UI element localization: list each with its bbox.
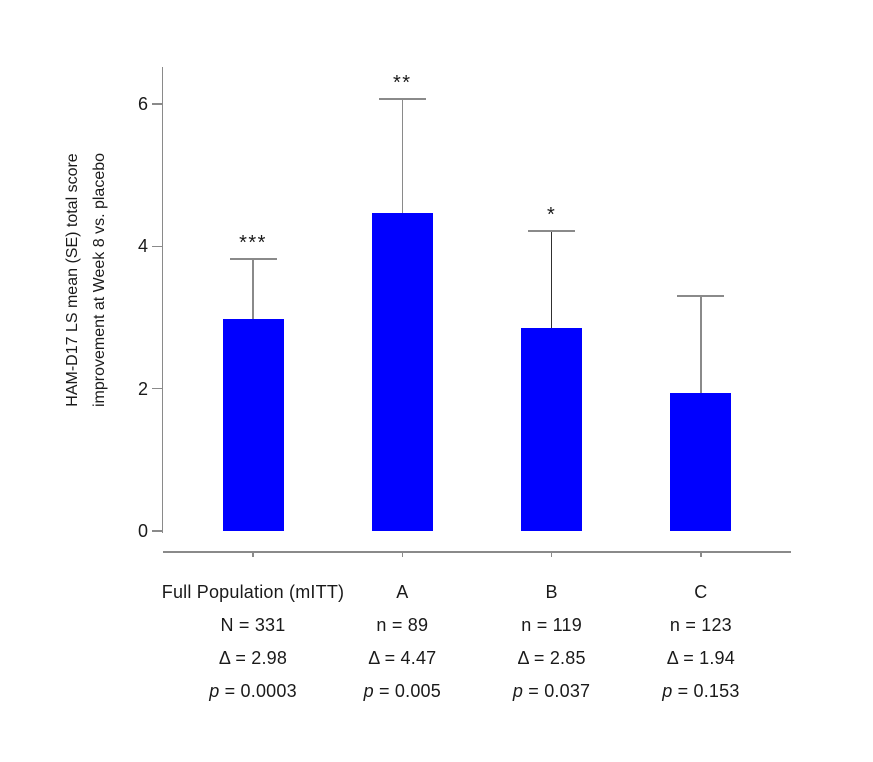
significance-stars-a: ** bbox=[393, 71, 412, 94]
y-tick-0 bbox=[151, 530, 162, 532]
x-tick-b bbox=[550, 552, 553, 557]
error-bar-line-a bbox=[401, 98, 404, 213]
y-tick-label-4: 4 bbox=[137, 236, 148, 257]
y-tick-label-0: 0 bbox=[137, 521, 148, 541]
delta-label-full-population-mitt: Δ = 2.98 bbox=[218, 648, 288, 668]
delta-label-b: Δ = 2.85 bbox=[517, 648, 586, 668]
delta-label-c: Δ = 1.94 bbox=[666, 648, 735, 668]
group-label-full-population-mitt: Full Population (mITT) bbox=[161, 582, 345, 602]
p-symbol-c: p bbox=[662, 681, 673, 701]
p-symbol-full-population-mitt: p bbox=[209, 681, 220, 701]
n-label-full-population-mitt: N = 331 bbox=[220, 615, 286, 635]
significance-stars-full-population-mitt: *** bbox=[239, 232, 267, 255]
error-bar-cap-a bbox=[378, 97, 426, 100]
p-value-a: p = 0.005 bbox=[297, 680, 507, 702]
error-bar-line-full-population-mitt bbox=[252, 259, 254, 319]
p-number-a: = 0.005 bbox=[373, 681, 441, 701]
bar-b bbox=[521, 328, 583, 531]
group-label-b: B bbox=[545, 582, 558, 602]
group-label-c: C bbox=[694, 582, 708, 602]
bar-full-population-mitt bbox=[222, 318, 284, 531]
p-value-c: p = 0.153 bbox=[596, 680, 806, 702]
n-label-b: n = 119 bbox=[521, 615, 582, 635]
p-value-full-population-mitt: p = 0.0003 bbox=[148, 680, 358, 702]
y-tick-4 bbox=[151, 245, 162, 248]
n-label-c: n = 123 bbox=[669, 615, 732, 635]
p-number-b: = 0.037 bbox=[523, 681, 591, 701]
y-tick-label-2: 2 bbox=[137, 378, 148, 399]
x-axis-baseline bbox=[163, 550, 791, 553]
n-label-a: n = 89 bbox=[376, 615, 429, 635]
y-tick-2 bbox=[151, 387, 162, 390]
p-symbol-a: p bbox=[363, 681, 374, 701]
x-tick-full-population-mitt bbox=[252, 552, 254, 557]
delta-label-a: Δ = 4.47 bbox=[368, 648, 437, 668]
y-axis-line bbox=[161, 67, 163, 533]
bar-a bbox=[371, 212, 433, 531]
error-bar-cap-c bbox=[677, 295, 725, 298]
x-tick-a bbox=[401, 552, 404, 557]
significance-stars-b: * bbox=[546, 203, 557, 226]
y-tick-label-6: 6 bbox=[137, 93, 148, 114]
x-tick-c bbox=[700, 552, 702, 557]
error-bar-line-b bbox=[550, 230, 553, 329]
p-value-b: p = 0.037 bbox=[447, 680, 657, 702]
error-bar-cap-full-population-mitt bbox=[229, 258, 277, 261]
p-number-full-population-mitt: = 0.0003 bbox=[219, 681, 297, 701]
error-bar-line-c bbox=[700, 296, 702, 393]
y-tick-6 bbox=[151, 103, 162, 105]
error-bar-cap-b bbox=[528, 229, 576, 232]
group-label-a: A bbox=[396, 582, 409, 602]
p-number-c: = 0.153 bbox=[672, 681, 740, 701]
bar-c bbox=[670, 392, 732, 531]
p-symbol-b: p bbox=[512, 681, 524, 701]
